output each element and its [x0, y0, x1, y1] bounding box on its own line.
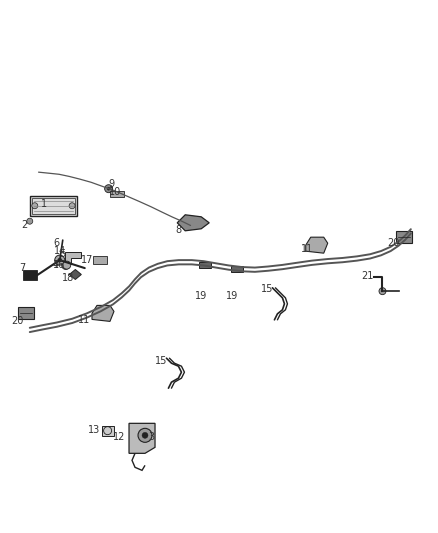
Polygon shape: [65, 252, 81, 264]
Circle shape: [58, 258, 62, 262]
Polygon shape: [396, 231, 413, 243]
Text: 7: 7: [20, 263, 26, 272]
Text: 8: 8: [176, 225, 182, 235]
Circle shape: [63, 261, 71, 269]
Text: 6: 6: [53, 238, 59, 247]
Polygon shape: [199, 262, 211, 268]
Circle shape: [107, 187, 110, 190]
Text: 12: 12: [113, 432, 125, 442]
Polygon shape: [230, 265, 243, 272]
FancyBboxPatch shape: [23, 270, 37, 280]
Polygon shape: [18, 308, 35, 319]
Circle shape: [379, 288, 386, 295]
Text: 20: 20: [387, 238, 399, 247]
FancyBboxPatch shape: [30, 196, 77, 216]
Text: 2: 2: [21, 220, 27, 230]
Text: 20: 20: [11, 316, 24, 326]
Polygon shape: [129, 423, 155, 454]
Text: 11: 11: [78, 315, 90, 325]
Polygon shape: [93, 255, 107, 264]
Text: 16: 16: [53, 260, 65, 270]
Circle shape: [69, 203, 75, 209]
Text: 10: 10: [109, 187, 121, 197]
Polygon shape: [102, 426, 113, 435]
Text: 21: 21: [361, 271, 373, 281]
Text: 19: 19: [226, 291, 238, 301]
Text: 13: 13: [88, 425, 100, 434]
Polygon shape: [306, 237, 328, 253]
Circle shape: [64, 264, 67, 267]
Circle shape: [105, 184, 113, 193]
Text: 11: 11: [300, 245, 313, 254]
Polygon shape: [110, 191, 124, 197]
Circle shape: [27, 218, 33, 224]
Polygon shape: [92, 305, 114, 321]
Text: 17: 17: [81, 255, 94, 264]
Circle shape: [142, 432, 148, 438]
Polygon shape: [177, 215, 209, 231]
Text: 9: 9: [109, 179, 115, 189]
Text: 4: 4: [53, 261, 59, 270]
Text: 19: 19: [195, 291, 208, 301]
Text: 5: 5: [59, 249, 65, 259]
Circle shape: [138, 429, 152, 442]
Polygon shape: [69, 270, 81, 279]
Circle shape: [32, 203, 38, 209]
Text: 1: 1: [41, 199, 47, 208]
Circle shape: [62, 261, 70, 270]
Text: 18: 18: [62, 273, 74, 283]
Text: 3: 3: [148, 432, 154, 442]
Text: 15: 15: [261, 284, 273, 294]
Text: 14: 14: [54, 246, 67, 255]
Circle shape: [55, 255, 65, 265]
Text: 15: 15: [155, 357, 167, 366]
